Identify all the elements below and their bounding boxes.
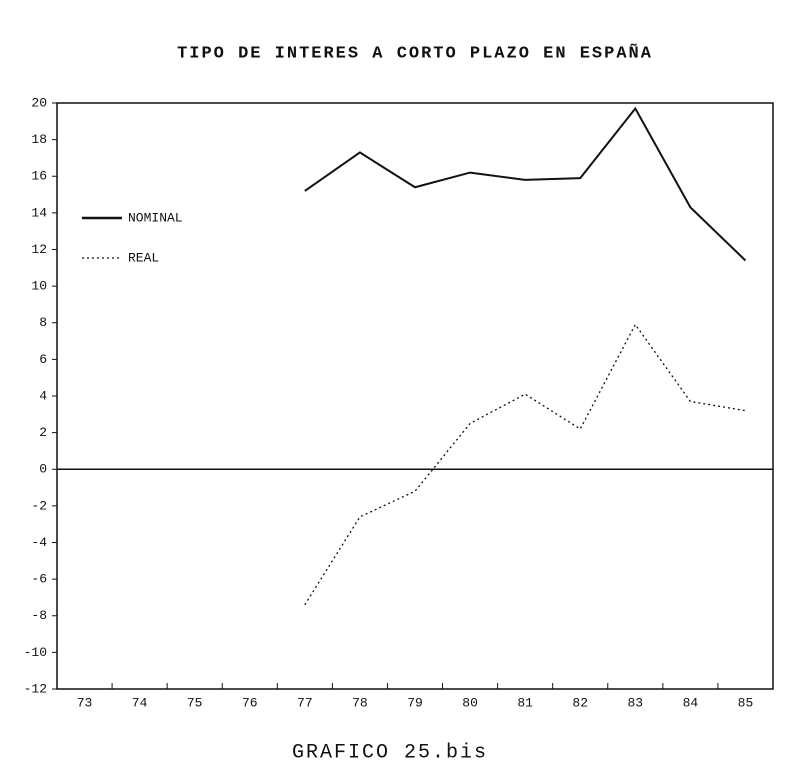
x-tick-label: 79 — [407, 695, 423, 710]
y-tick-label: 4 — [39, 388, 47, 403]
x-tick-label: 85 — [738, 695, 754, 710]
series-line — [304, 106, 747, 262]
x-tick-label: 84 — [683, 695, 699, 710]
x-tick-label: 77 — [297, 695, 313, 710]
y-tick-label: 6 — [39, 352, 47, 367]
x-tick-label: 82 — [572, 695, 588, 710]
x-tick-label: 75 — [187, 695, 203, 710]
y-tick-label: -4 — [31, 535, 47, 550]
legend-label: REAL — [128, 250, 159, 265]
x-tick-label: 83 — [628, 695, 644, 710]
y-tick-label: 16 — [31, 169, 47, 184]
y-tick-label: -6 — [31, 572, 47, 587]
y-tick-label: 20 — [31, 95, 47, 110]
y-tick-label: -8 — [31, 608, 47, 623]
x-tick-label: 80 — [462, 695, 478, 710]
chart-caption: GRAFICO 25.bis — [292, 741, 488, 764]
y-tick-label: -12 — [24, 681, 47, 696]
x-tick-label: 74 — [132, 695, 148, 710]
y-tick-label: 12 — [31, 242, 47, 257]
legend-label: NOMINAL — [128, 210, 183, 225]
y-tick-label: -2 — [31, 498, 47, 513]
x-tick-label: 73 — [77, 695, 93, 710]
y-tick-label: 14 — [31, 205, 47, 220]
series-line — [304, 323, 746, 606]
plot-frame — [56, 102, 774, 690]
y-tick-label: 10 — [31, 279, 47, 294]
x-tick-label: 78 — [352, 695, 368, 710]
y-tick-label: 0 — [39, 462, 47, 477]
chart-title: TIPO DE INTERES A CORTO PLAZO EN ESPAÑA — [177, 42, 653, 63]
y-tick-label: -10 — [24, 645, 47, 660]
y-tick-label: 18 — [31, 132, 47, 147]
y-tick-label: 8 — [39, 315, 47, 330]
y-tick-label: 2 — [39, 425, 47, 440]
x-tick-label: 81 — [517, 695, 533, 710]
x-tick-label: 76 — [242, 695, 258, 710]
